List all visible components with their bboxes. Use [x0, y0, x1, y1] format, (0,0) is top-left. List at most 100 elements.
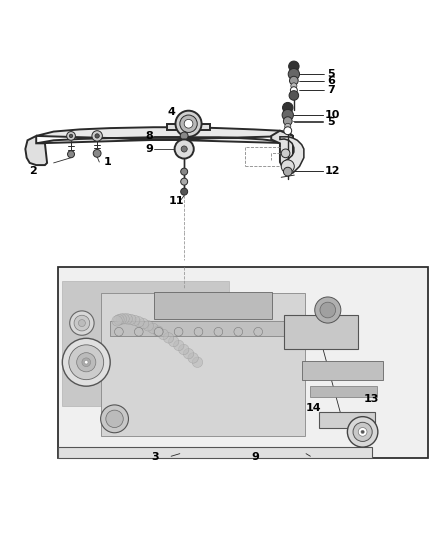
Circle shape — [290, 87, 297, 94]
Circle shape — [119, 313, 129, 324]
Bar — [58, 266, 428, 458]
Circle shape — [284, 127, 292, 135]
Circle shape — [289, 91, 299, 100]
Text: 5: 5 — [327, 117, 335, 126]
Circle shape — [148, 323, 159, 334]
Circle shape — [82, 358, 91, 367]
Circle shape — [184, 349, 194, 359]
Circle shape — [78, 320, 85, 327]
Bar — [110, 321, 288, 336]
Circle shape — [176, 111, 201, 137]
Text: 11: 11 — [169, 196, 184, 206]
Circle shape — [289, 61, 299, 71]
Circle shape — [106, 410, 123, 427]
Bar — [102, 293, 305, 436]
Circle shape — [281, 149, 290, 158]
Circle shape — [353, 422, 372, 441]
Circle shape — [320, 302, 336, 318]
Circle shape — [62, 338, 110, 386]
Bar — [284, 314, 358, 349]
Circle shape — [138, 318, 148, 329]
Circle shape — [143, 320, 153, 331]
Circle shape — [194, 327, 203, 336]
Text: 13: 13 — [364, 394, 379, 404]
Circle shape — [153, 326, 163, 336]
Circle shape — [101, 405, 128, 433]
Circle shape — [95, 134, 99, 138]
Polygon shape — [271, 131, 293, 167]
Circle shape — [77, 353, 96, 372]
Text: 1: 1 — [104, 157, 111, 167]
Polygon shape — [36, 127, 293, 143]
Text: 10: 10 — [324, 110, 340, 120]
Circle shape — [181, 168, 187, 175]
Circle shape — [283, 102, 293, 113]
Circle shape — [173, 340, 184, 351]
Text: 4: 4 — [168, 107, 176, 117]
Circle shape — [180, 115, 197, 133]
Circle shape — [134, 327, 143, 336]
Polygon shape — [280, 137, 304, 174]
Text: 3: 3 — [152, 451, 159, 462]
Circle shape — [163, 333, 174, 343]
Circle shape — [70, 311, 94, 335]
Circle shape — [214, 327, 223, 336]
Circle shape — [179, 344, 189, 354]
Circle shape — [169, 336, 179, 347]
Text: 5: 5 — [327, 69, 335, 79]
Text: 12: 12 — [324, 166, 340, 176]
Circle shape — [184, 119, 193, 128]
Circle shape — [181, 178, 187, 185]
Circle shape — [254, 327, 262, 336]
Circle shape — [67, 151, 74, 158]
Circle shape — [358, 427, 367, 436]
Text: 7: 7 — [327, 85, 335, 95]
Circle shape — [181, 188, 187, 195]
Circle shape — [180, 132, 188, 140]
Bar — [62, 281, 229, 406]
Circle shape — [93, 149, 101, 157]
Circle shape — [122, 313, 132, 324]
Circle shape — [192, 357, 203, 367]
Circle shape — [283, 117, 292, 125]
Circle shape — [69, 134, 73, 138]
Circle shape — [181, 146, 187, 152]
Circle shape — [112, 316, 122, 326]
Circle shape — [154, 327, 163, 336]
Bar — [167, 124, 210, 130]
Circle shape — [126, 314, 136, 325]
Text: 2: 2 — [29, 166, 36, 176]
Text: 9: 9 — [145, 144, 153, 154]
Circle shape — [158, 329, 169, 340]
Circle shape — [315, 297, 341, 323]
Circle shape — [67, 132, 75, 140]
Circle shape — [288, 68, 300, 80]
Circle shape — [361, 430, 364, 434]
Text: 14: 14 — [306, 403, 321, 413]
Circle shape — [347, 417, 378, 447]
Circle shape — [174, 327, 183, 336]
Circle shape — [69, 345, 104, 379]
Text: 6: 6 — [327, 76, 335, 86]
Circle shape — [134, 317, 144, 327]
Circle shape — [114, 314, 124, 325]
Circle shape — [281, 160, 294, 173]
Circle shape — [285, 123, 291, 130]
Circle shape — [283, 167, 292, 176]
Bar — [58, 447, 372, 458]
Circle shape — [234, 327, 243, 336]
Circle shape — [116, 314, 127, 324]
Bar — [154, 292, 272, 319]
Circle shape — [175, 140, 194, 158]
Bar — [311, 385, 377, 397]
Polygon shape — [25, 136, 47, 165]
Circle shape — [85, 360, 88, 364]
Circle shape — [74, 315, 90, 331]
Circle shape — [92, 131, 102, 141]
Bar — [319, 412, 374, 427]
Circle shape — [291, 83, 297, 89]
Circle shape — [282, 109, 293, 120]
Text: 9: 9 — [252, 451, 260, 462]
Bar — [302, 360, 383, 379]
Circle shape — [290, 76, 298, 85]
